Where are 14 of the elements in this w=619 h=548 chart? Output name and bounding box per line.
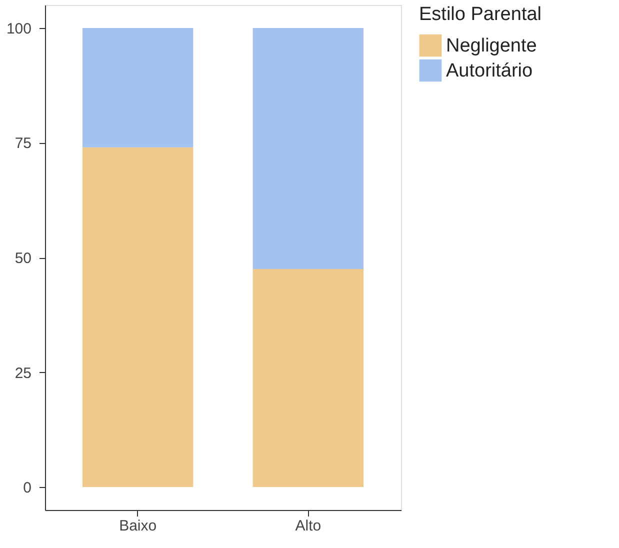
legend-title: Estilo Parental [419,4,542,25]
legend-label: Autoritário [446,60,533,82]
y-tick-label: 75 [14,135,32,152]
legend-label: Negligente [446,36,537,56]
bar [252,268,364,488]
y-tick-label: 0 [23,480,32,497]
bar [82,28,194,148]
y-tick-label: 100 [6,20,32,38]
bar [82,147,194,488]
y-tick-label: 50 [14,250,32,267]
y-tick-label: 25 [14,364,32,382]
bar [252,28,364,269]
x-tick-label: Baixo [119,518,157,534]
x-tick-label: Alto [295,518,322,534]
